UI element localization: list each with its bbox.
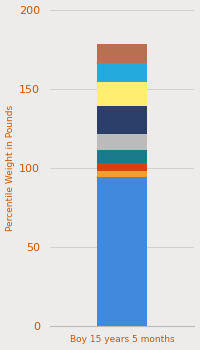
Bar bbox=[97, 150, 147, 163]
Y-axis label: Percentile Weight in Pounds: Percentile Weight in Pounds bbox=[6, 105, 15, 231]
Bar bbox=[97, 163, 147, 171]
Bar bbox=[97, 82, 147, 106]
Bar bbox=[97, 63, 147, 82]
Bar bbox=[97, 106, 147, 134]
Bar bbox=[97, 177, 147, 326]
Bar bbox=[97, 134, 147, 150]
Bar bbox=[97, 44, 147, 63]
Bar bbox=[97, 171, 147, 177]
